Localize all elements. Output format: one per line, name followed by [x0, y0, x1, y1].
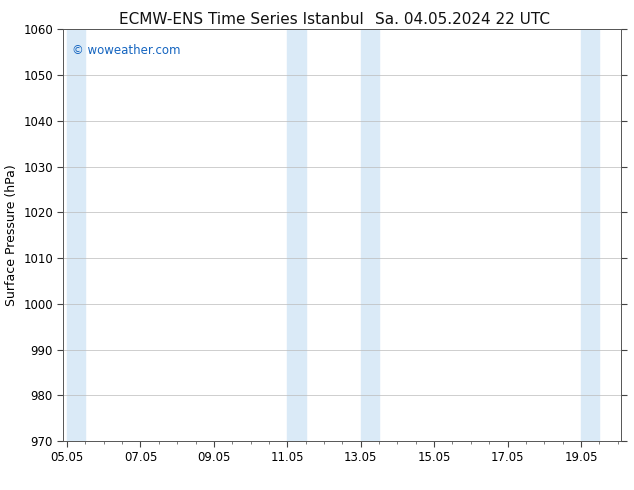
Text: ECMW-ENS Time Series Istanbul: ECMW-ENS Time Series Istanbul: [119, 12, 363, 27]
Text: Sa. 04.05.2024 22 UTC: Sa. 04.05.2024 22 UTC: [375, 12, 550, 27]
Text: © woweather.com: © woweather.com: [72, 44, 180, 57]
Bar: [581, 29, 599, 441]
Bar: [67, 29, 86, 441]
Bar: [361, 29, 379, 441]
Y-axis label: Surface Pressure (hPa): Surface Pressure (hPa): [4, 164, 18, 306]
Bar: [287, 29, 306, 441]
